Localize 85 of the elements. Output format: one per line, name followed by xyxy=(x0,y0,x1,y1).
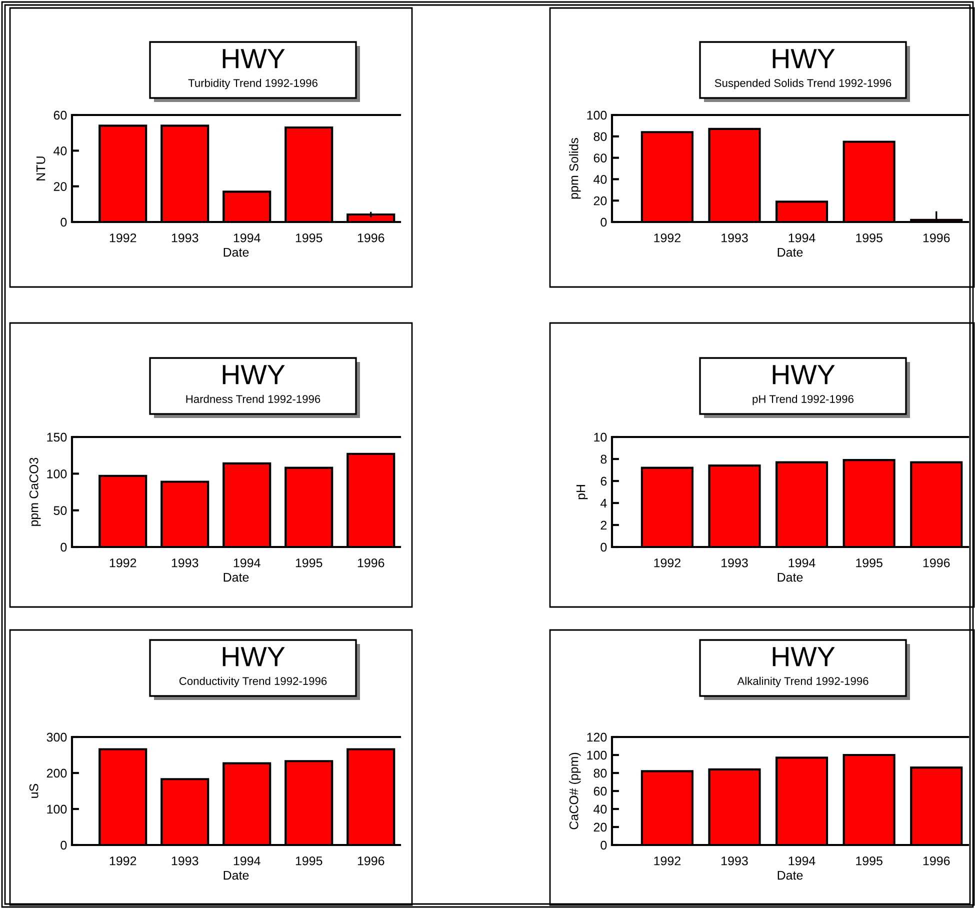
chart-subtitle: Turbidity Trend 1992-1996 xyxy=(188,78,318,90)
y-tick-label: 20 xyxy=(54,182,67,191)
x-tick-label: 1993 xyxy=(172,233,198,242)
x-tick-label: 1996 xyxy=(358,558,384,568)
chart-title: HWY xyxy=(772,49,835,68)
y-axis-title: uS xyxy=(29,784,38,798)
x-axis-title: Date xyxy=(224,573,249,582)
chart-subtitle: Conductivity Trend 1992-1996 xyxy=(179,676,327,688)
x-axis-title: Date xyxy=(778,871,803,880)
x-tick-label: 1996 xyxy=(923,856,950,866)
x-tick-label: 1995 xyxy=(296,856,322,866)
y-tick-label: 4 xyxy=(600,498,607,508)
x-tick-label: 1995 xyxy=(296,558,322,568)
x-tick-label: 1996 xyxy=(923,558,950,568)
y-tick-label: 20 xyxy=(594,822,607,832)
x-tick-label: 1992 xyxy=(654,856,680,866)
x-tick-label: 1996 xyxy=(358,856,384,866)
y-tick-label: 40 xyxy=(594,804,607,814)
x-tick-label: 1994 xyxy=(234,233,260,242)
x-tick-label: 1994 xyxy=(234,558,260,568)
y-tick-label: 120 xyxy=(587,732,607,742)
x-tick-label: 1993 xyxy=(722,233,748,242)
x-tick-label: 1994 xyxy=(788,558,816,568)
y-axis-title: CaCO# (ppm) xyxy=(569,752,581,830)
chart-title: HWY xyxy=(222,365,285,384)
y-tick-label: 60 xyxy=(594,786,607,796)
x-axis-title: Date xyxy=(224,871,249,880)
x-tick-label: 1992 xyxy=(110,233,136,242)
y-tick-label: 300 xyxy=(46,732,67,742)
y-tick-label: 60 xyxy=(594,154,607,162)
x-axis-title: Date xyxy=(778,573,803,582)
y-tick-label: 0 xyxy=(60,542,67,552)
y-tick-label: 50 xyxy=(54,506,67,515)
y-axis-title: ppm Solids xyxy=(569,138,581,199)
y-tick-label: 80 xyxy=(594,768,607,778)
x-tick-label: 1992 xyxy=(110,558,136,568)
y-tick-label: 100 xyxy=(587,110,607,120)
y-tick-label: 8 xyxy=(600,454,607,464)
y-tick-label: 100 xyxy=(47,469,67,478)
chart-title: HWY xyxy=(222,49,285,68)
x-tick-label: 1993 xyxy=(172,558,198,568)
y-tick-label: 150 xyxy=(47,432,67,442)
chart-subtitle: Hardness Trend 1992-1996 xyxy=(186,394,320,403)
y-tick-label: 100 xyxy=(587,750,607,760)
x-tick-label: 1995 xyxy=(296,233,322,242)
y-axis-title: ppm CaCO3 xyxy=(29,458,41,526)
y-tick-label: 0 xyxy=(600,840,607,850)
chart-title: HWY xyxy=(772,647,835,666)
x-tick-label: 1993 xyxy=(722,856,748,866)
x-tick-label: 1994 xyxy=(234,856,260,866)
x-axis-title: Date xyxy=(778,248,803,257)
y-tick-label: 20 xyxy=(594,196,607,206)
x-tick-label: 1994 xyxy=(788,233,816,242)
y-tick-label: 0 xyxy=(600,542,607,552)
y-tick-label: 200 xyxy=(46,768,67,778)
x-tick-label: 1995 xyxy=(856,233,882,242)
y-tick-label: 80 xyxy=(594,132,607,142)
chart-subtitle: pH Trend 1992-1996 xyxy=(752,394,854,406)
y-tick-label: 60 xyxy=(54,110,67,120)
x-tick-label: 1996 xyxy=(358,233,384,242)
y-tick-label: 0 xyxy=(600,218,607,227)
y-tick-label: 100 xyxy=(47,804,67,814)
chart-subtitle: Suspended Solids Trend 1992-1996 xyxy=(714,78,892,90)
y-tick-label: 0 xyxy=(60,840,67,850)
x-tick-label: 1992 xyxy=(110,856,136,866)
y-tick-label: 10 xyxy=(594,432,607,442)
y-tick-label: 40 xyxy=(54,146,67,156)
x-tick-label: 1992 xyxy=(654,233,680,242)
x-axis-title: Date xyxy=(224,248,249,257)
y-tick-label: 6 xyxy=(600,476,607,486)
x-tick-label: 1994 xyxy=(788,856,816,866)
x-tick-label: 1992 xyxy=(654,558,680,568)
x-tick-label: 1995 xyxy=(856,558,882,568)
y-tick-label: 0 xyxy=(60,218,67,227)
x-tick-label: 1993 xyxy=(722,558,748,568)
y-axis-title: NTU xyxy=(36,156,46,180)
y-tick-label: 40 xyxy=(594,175,607,184)
y-axis-title: pH xyxy=(576,485,588,500)
chart-subtitle: Alkalinity Trend 1992-1996 xyxy=(737,676,868,688)
chart-title: HWY xyxy=(772,365,835,384)
chart-title: HWY xyxy=(222,647,285,666)
y-tick-label: 2 xyxy=(600,520,607,530)
x-tick-label: 1993 xyxy=(172,856,198,866)
x-tick-label: 1995 xyxy=(856,856,882,866)
x-tick-label: 1996 xyxy=(923,233,950,242)
